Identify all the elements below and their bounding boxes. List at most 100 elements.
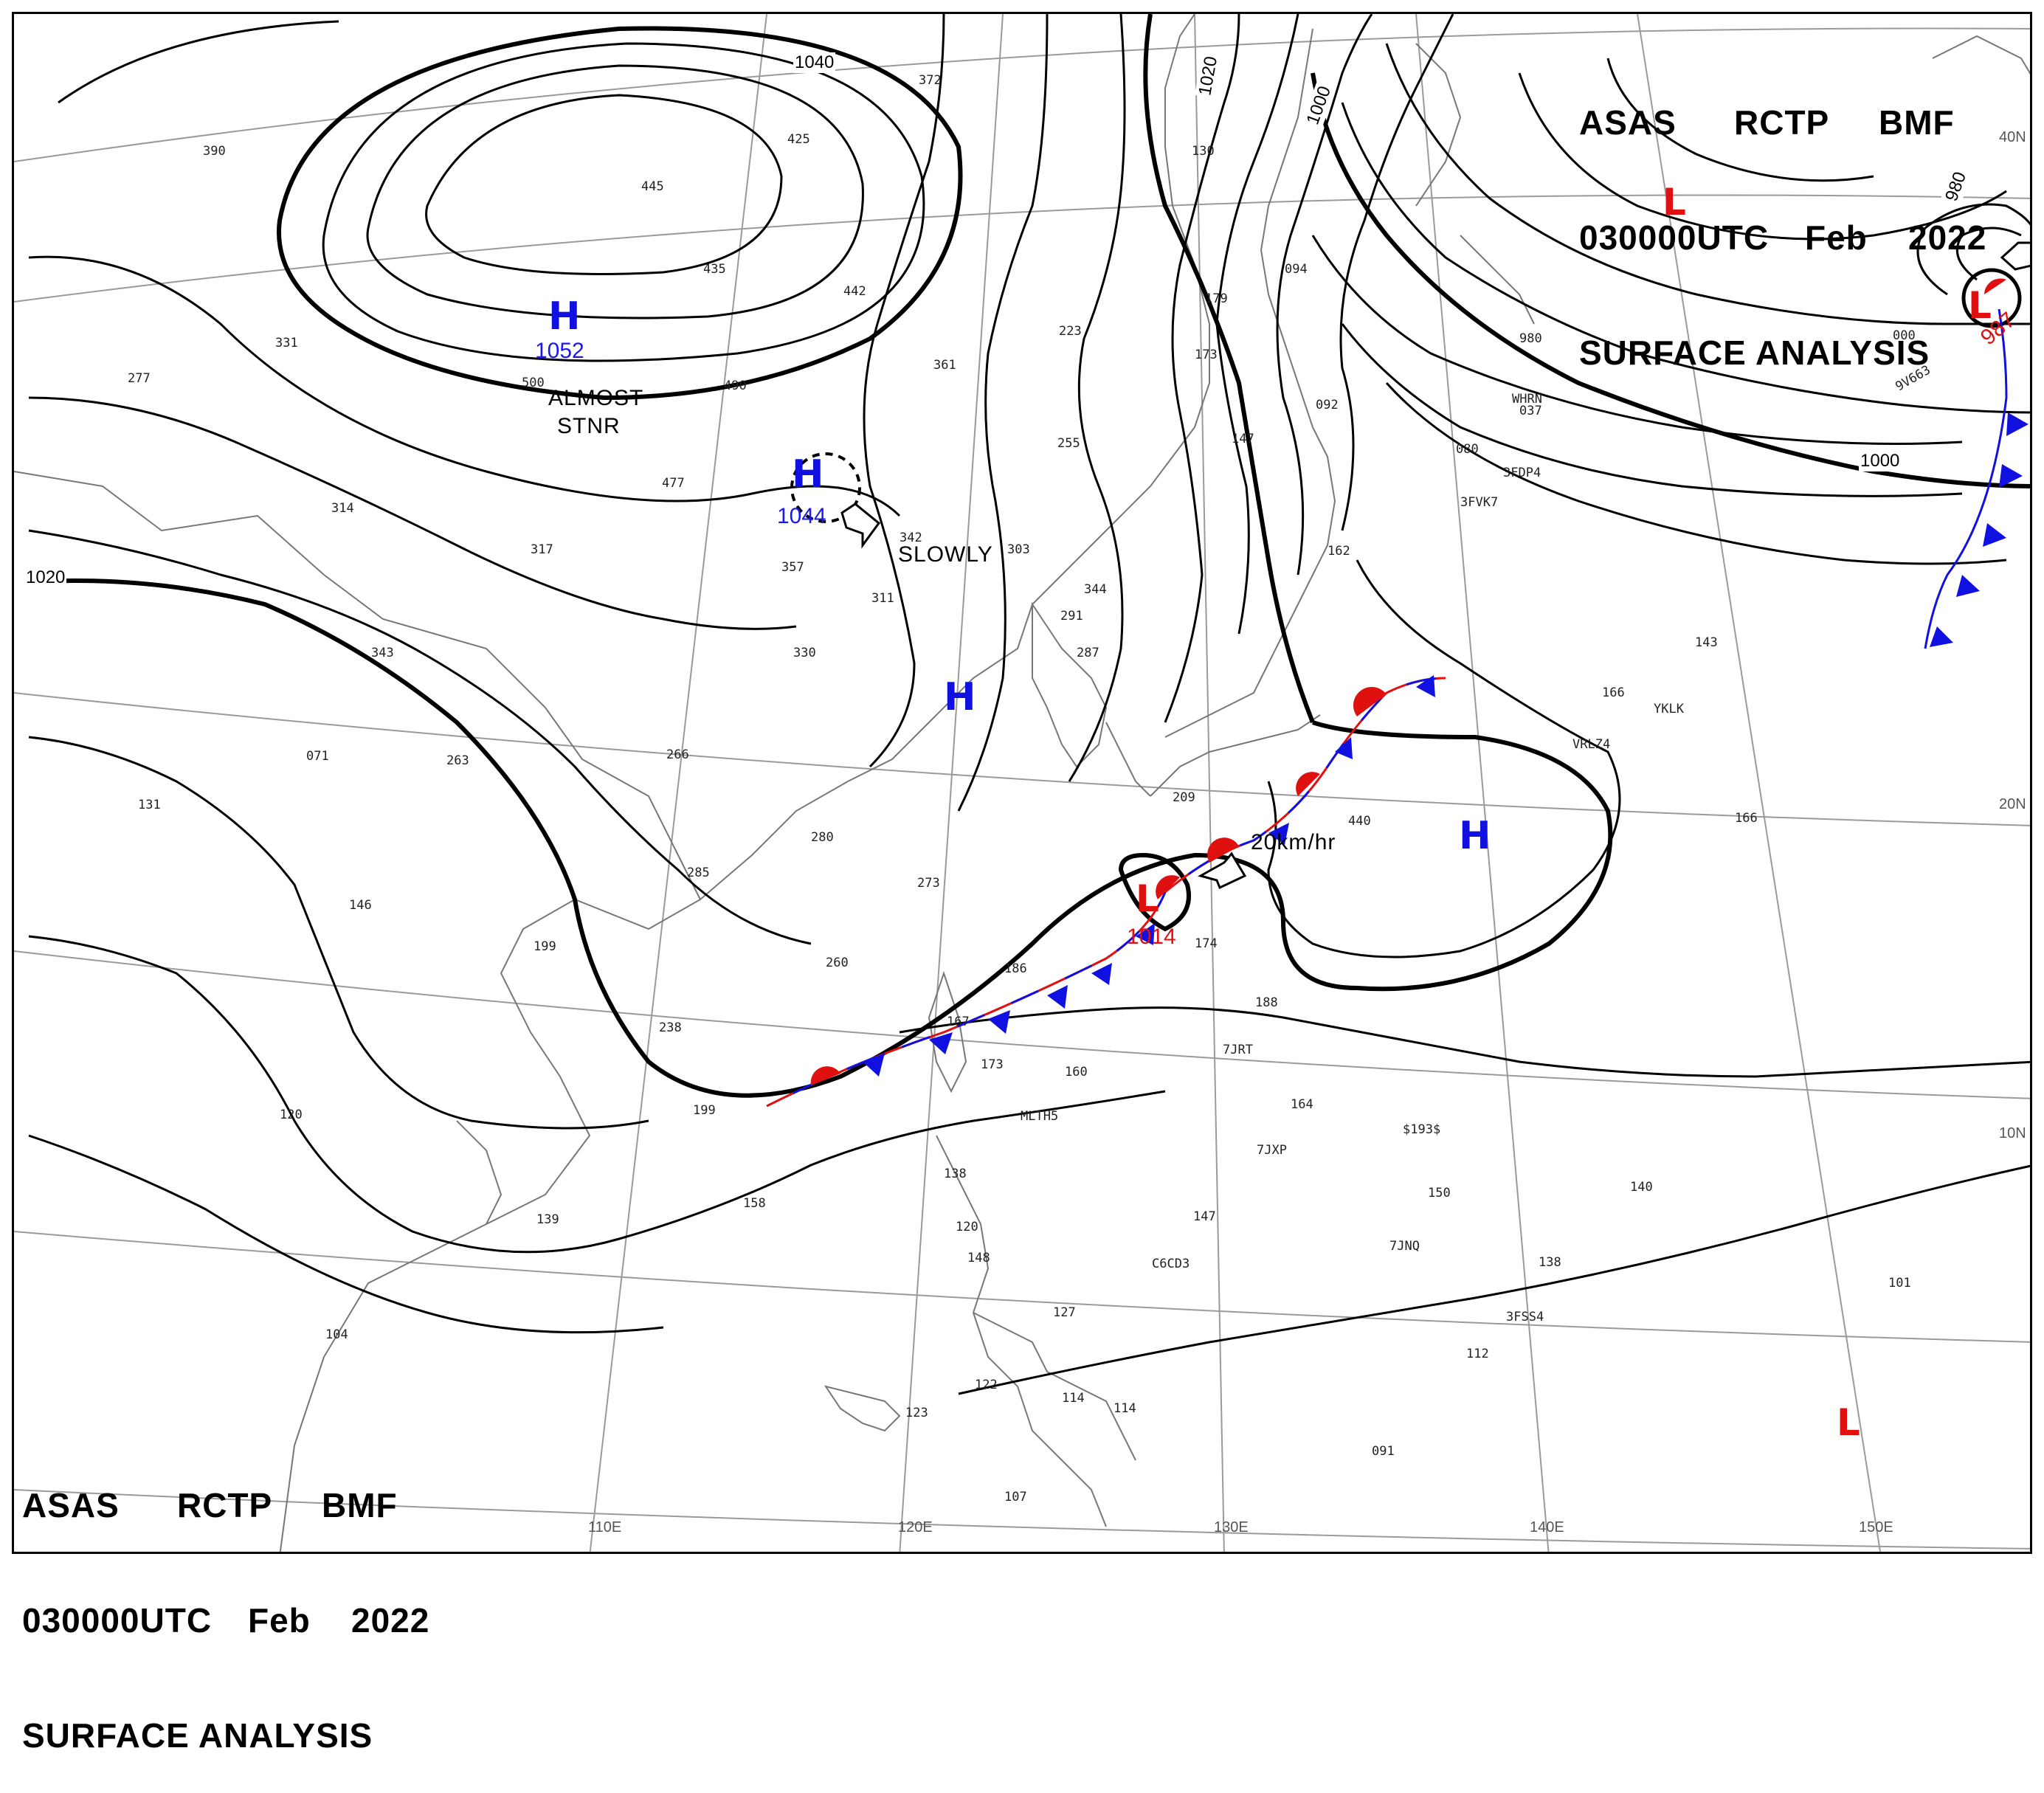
longitude-label-140e: 140E bbox=[1530, 1519, 1564, 1535]
station-value: 490 bbox=[724, 379, 747, 393]
station-value: 167 bbox=[947, 1015, 970, 1029]
station-value: 114 bbox=[1114, 1401, 1136, 1416]
header-code: BMF bbox=[322, 1486, 398, 1524]
low-motion-label: 20km/hr bbox=[1251, 830, 1336, 854]
station-value: 435 bbox=[703, 262, 726, 277]
station-id: 7JXP bbox=[1257, 1143, 1287, 1158]
motion-arrows bbox=[840, 241, 2030, 890]
station-value: 091 bbox=[1372, 1444, 1395, 1459]
station-value: 179 bbox=[1205, 291, 1228, 306]
station-value: 199 bbox=[534, 939, 556, 954]
station-value: 138 bbox=[1539, 1255, 1561, 1270]
station-value: 071 bbox=[306, 749, 329, 764]
low-value-1014: 1014 bbox=[1127, 925, 1176, 949]
high-value-1044: 1044 bbox=[777, 504, 826, 528]
header-valid-time: 030000UTC bbox=[1579, 218, 1769, 257]
station-value: 147 bbox=[1193, 1209, 1216, 1224]
station-value: 173 bbox=[981, 1057, 1004, 1072]
header-title: SURFACE ANALYSIS bbox=[22, 1716, 373, 1755]
station-value: 174 bbox=[1195, 936, 1218, 951]
high-symbol-1044: H bbox=[792, 452, 824, 497]
station-value: 158 bbox=[743, 1196, 766, 1211]
header-valid-time: 030000UTC bbox=[22, 1601, 213, 1640]
station-value: 140 bbox=[1630, 1180, 1653, 1195]
station-id: 3FDP4 bbox=[1503, 466, 1541, 480]
station-value: 166 bbox=[1602, 685, 1625, 700]
isobar-label: 1000 bbox=[1859, 451, 1902, 471]
station-value: 101 bbox=[1888, 1276, 1911, 1291]
station-value: 445 bbox=[641, 179, 664, 194]
header-agency: ASAS bbox=[1579, 103, 1677, 142]
high-symbol-1052: H bbox=[548, 294, 581, 339]
station-value: 291 bbox=[1060, 609, 1083, 623]
header-month: Feb bbox=[248, 1601, 311, 1640]
station-value: 127 bbox=[1053, 1305, 1076, 1320]
low-symbol-987: L bbox=[1968, 284, 1992, 327]
analysis-header-bottom: ASAS RCTP BMF 030000UTC Feb 2022 SURFACE ANA… bbox=[22, 1409, 429, 1793]
station-id: C6CD3 bbox=[1152, 1257, 1190, 1271]
weather-map: H 1052 ALMOST STNR H 1044 SLOWLY H H L 1… bbox=[12, 12, 2032, 1554]
station-id: 3FSS4 bbox=[1506, 1310, 1544, 1324]
station-value: 311 bbox=[871, 591, 894, 606]
station-value: 094 bbox=[1285, 262, 1308, 277]
header-agency: ASAS bbox=[22, 1486, 120, 1524]
low-circle-ne bbox=[1961, 268, 2022, 328]
station-id: YKLK bbox=[1654, 702, 1684, 716]
low-symbol-1014: L bbox=[1136, 877, 1159, 920]
station-value: 000 bbox=[1893, 328, 1916, 343]
station-value: 238 bbox=[659, 1020, 682, 1035]
station-value: 330 bbox=[793, 646, 816, 660]
station-value: 344 bbox=[1084, 582, 1107, 597]
station-value: 186 bbox=[1004, 961, 1027, 976]
station-value: 477 bbox=[662, 476, 685, 491]
high-symbol-china: H bbox=[944, 675, 976, 719]
high-symbol-pacific: H bbox=[1459, 814, 1491, 858]
station-value: 285 bbox=[687, 866, 710, 880]
cold-front bbox=[1924, 278, 2029, 649]
station-id: 7JRT bbox=[1223, 1043, 1253, 1057]
isobar-dashed-high bbox=[790, 452, 861, 523]
station-value: 357 bbox=[781, 560, 804, 575]
station-value: 277 bbox=[128, 371, 151, 386]
low-symbol-se: L bbox=[1837, 1401, 1860, 1444]
station-value: 146 bbox=[349, 898, 372, 913]
station-value: 104 bbox=[325, 1327, 348, 1342]
header-year: 2022 bbox=[1908, 218, 1987, 257]
station-value: 287 bbox=[1077, 646, 1099, 660]
station-value: 442 bbox=[843, 284, 866, 299]
station-id: VRLZ4 bbox=[1572, 737, 1611, 752]
station-value: 263 bbox=[446, 753, 469, 768]
high-note-slowly: SLOWLY bbox=[898, 542, 993, 567]
station-value: 361 bbox=[933, 358, 956, 373]
station-value: 266 bbox=[666, 747, 689, 762]
station-value: 092 bbox=[1316, 398, 1339, 412]
station-value: 143 bbox=[1695, 635, 1718, 650]
station-value: 160 bbox=[1065, 1065, 1088, 1079]
header-month: Feb bbox=[1805, 218, 1868, 257]
station-value: 112 bbox=[1466, 1347, 1489, 1361]
station-value: 255 bbox=[1057, 436, 1080, 451]
longitude-label-150e: 150E bbox=[1859, 1519, 1893, 1535]
station-value: 120 bbox=[280, 1108, 303, 1122]
analysis-header-top: ASAS RCTP BMF 030000UTC Feb 2022 SURFACE ANA… bbox=[1579, 27, 1986, 410]
station-id: 3FVK7 bbox=[1460, 495, 1499, 510]
station-value: 440 bbox=[1348, 814, 1371, 829]
station-value: 122 bbox=[975, 1378, 998, 1392]
station-value: 425 bbox=[787, 132, 810, 147]
header-code: BMF bbox=[1879, 103, 1955, 142]
header-title: SURFACE ANALYSIS bbox=[1579, 334, 1930, 372]
station-id: WHRN bbox=[1512, 392, 1542, 407]
graticule bbox=[14, 14, 2030, 1552]
station-id: $193$ bbox=[1403, 1122, 1441, 1137]
station-id: 7JNQ bbox=[1389, 1239, 1420, 1254]
header-center: RCTP bbox=[177, 1486, 273, 1524]
station-value: 037 bbox=[1519, 404, 1542, 418]
station-id: MLTH5 bbox=[1021, 1109, 1059, 1124]
station-value: 223 bbox=[1059, 324, 1082, 339]
high-value-1052: 1052 bbox=[535, 339, 584, 363]
station-value: 130 bbox=[1192, 144, 1215, 159]
latitude-label-20n: 20N bbox=[1999, 796, 2026, 812]
station-value: 390 bbox=[203, 144, 226, 159]
isobar-label: 1020 bbox=[24, 567, 67, 588]
isobars-thick bbox=[28, 14, 2030, 1098]
